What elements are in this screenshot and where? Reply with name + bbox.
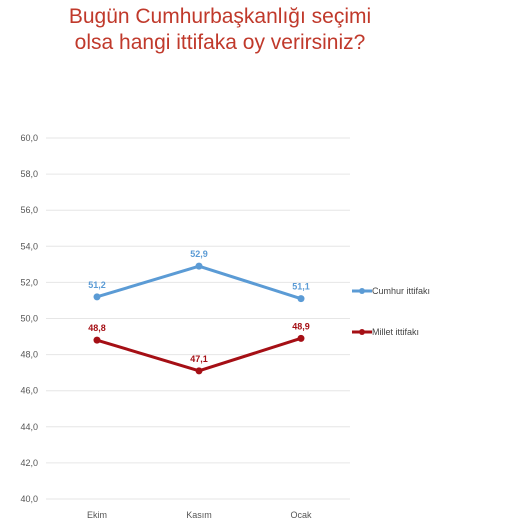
y-tick-label: 42,0 xyxy=(20,458,38,468)
y-tick-label: 48,0 xyxy=(20,350,38,360)
y-tick-label: 46,0 xyxy=(20,386,38,396)
data-label: 48,9 xyxy=(292,321,310,331)
legend-swatch-marker xyxy=(359,329,365,335)
data-label: 48,8 xyxy=(88,323,106,333)
legend-swatch-marker xyxy=(359,288,365,294)
y-tick-label: 60,0 xyxy=(20,133,38,143)
data-label: 47,1 xyxy=(190,354,208,364)
data-point xyxy=(195,262,203,270)
data-point xyxy=(297,334,305,342)
legend-label: Cumhur ittifakı xyxy=(372,286,430,296)
y-tick-label: 50,0 xyxy=(20,314,38,324)
data-point xyxy=(93,293,101,301)
data-point xyxy=(93,336,101,344)
x-tick-label: Ocak xyxy=(290,510,312,520)
y-tick-label: 40,0 xyxy=(20,494,38,504)
chart-title-line-1: Bugün Cumhurbaşkanlığı seçimi xyxy=(68,5,372,28)
data-label: 51,2 xyxy=(88,280,106,290)
y-tick-label: 44,0 xyxy=(20,422,38,432)
data-point xyxy=(297,295,305,303)
y-tick-label: 56,0 xyxy=(20,205,38,215)
data-label: 51,1 xyxy=(292,282,310,292)
data-label: 52,9 xyxy=(190,249,208,259)
y-tick-label: 54,0 xyxy=(20,241,38,251)
legend-label: Millet ittifakı xyxy=(372,327,419,337)
data-point xyxy=(195,367,203,375)
y-tick-label: 58,0 xyxy=(20,169,38,179)
x-tick-label: Ekim xyxy=(87,510,107,520)
chart-title-line-2: olsa hangi ittifaka oy verirsiniz? xyxy=(74,31,366,54)
x-tick-label: Kasım xyxy=(186,510,212,520)
y-tick-label: 52,0 xyxy=(20,277,38,287)
chart-title: Bugün Cumhurbaşkanlığı seçimi olsa hangi… xyxy=(0,4,440,56)
